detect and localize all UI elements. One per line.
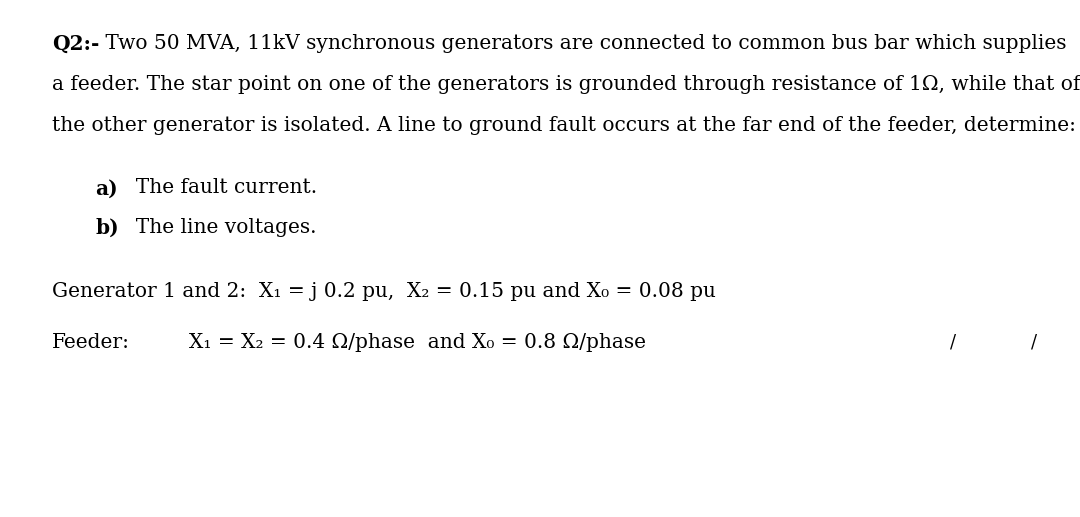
Text: X₁ = X₂ = 0.4 Ω/phase  and X₀ = 0.8 Ω/phase: X₁ = X₂ = 0.4 Ω/phase and X₀ = 0.8 Ω/pha… <box>189 333 646 353</box>
Text: Two 50 MVA, 11kV synchronous generators are connected to common bus bar which su: Two 50 MVA, 11kV synchronous generators … <box>99 34 1067 53</box>
Text: b): b) <box>95 218 119 238</box>
Text: /: / <box>1031 333 1038 352</box>
Text: a): a) <box>95 178 118 199</box>
Text: Feeder:: Feeder: <box>52 333 130 353</box>
Text: The fault current.: The fault current. <box>123 178 318 197</box>
Text: Q2:-: Q2:- <box>52 34 99 54</box>
Text: a feeder. The star point on one of the generators is grounded through resistance: a feeder. The star point on one of the g… <box>52 75 1080 94</box>
Text: The line voltages.: The line voltages. <box>123 218 316 237</box>
Text: Generator 1 and 2:  X₁ = j 0.2 pu,  X₂ = 0.15 pu and X₀ = 0.08 pu: Generator 1 and 2: X₁ = j 0.2 pu, X₂ = 0… <box>52 282 716 301</box>
Text: /: / <box>950 333 957 352</box>
Text: the other generator is isolated. A line to ground fault occurs at the far end of: the other generator is isolated. A line … <box>52 116 1076 135</box>
